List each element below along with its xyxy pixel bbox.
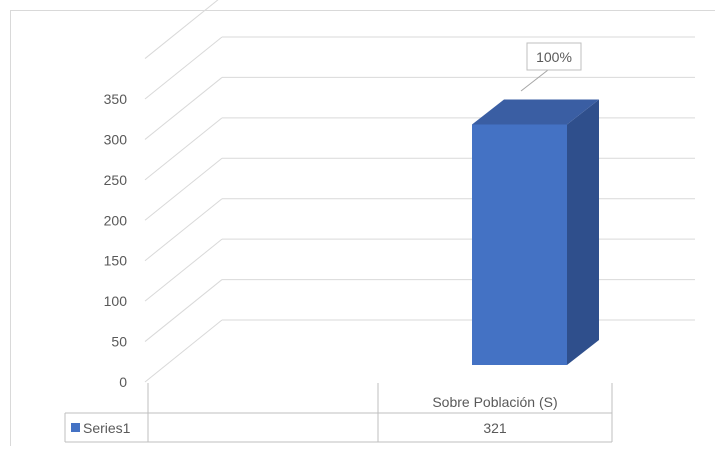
y-axis: 0 50 100 150 200 250 300 350 bbox=[104, 91, 128, 390]
data-label-leader bbox=[520, 69, 549, 92]
y-tick-label: 200 bbox=[104, 212, 128, 228]
data-label-box bbox=[526, 42, 582, 71]
y-tick-label: 50 bbox=[111, 334, 127, 350]
gridline-side bbox=[144, 198, 223, 262]
table-value: 321 bbox=[483, 420, 507, 436]
data-labels: 100% bbox=[520, 42, 582, 92]
y-tick-label: 0 bbox=[119, 374, 127, 390]
gridline-side bbox=[144, 157, 223, 221]
legend-label: Series1 bbox=[83, 420, 131, 436]
y-tick-label: 350 bbox=[104, 91, 128, 107]
bars bbox=[472, 99, 599, 365]
legend-swatch bbox=[71, 423, 80, 432]
data-table: Sobre Población (S) 321 Series1 bbox=[64, 383, 613, 443]
gridline-side bbox=[144, 319, 223, 383]
gridline-side bbox=[144, 279, 223, 342]
chart-walls bbox=[144, 0, 695, 383]
gridline-side bbox=[144, 0, 219, 59]
gridline-side bbox=[144, 36, 223, 100]
bar-side bbox=[567, 99, 599, 365]
y-tick-label: 250 bbox=[104, 172, 128, 188]
y-tick-label: 300 bbox=[104, 131, 128, 147]
y-tick-label: 100 bbox=[104, 293, 128, 309]
bar-top bbox=[472, 99, 599, 125]
gridline-side bbox=[144, 77, 223, 140]
x-tick-label: Sobre Población (S) bbox=[432, 394, 557, 410]
gridline-side bbox=[144, 117, 223, 181]
bar-front bbox=[472, 124, 567, 365]
gridline-side bbox=[144, 238, 223, 302]
data-label: 100% bbox=[536, 49, 572, 65]
chart-frame bbox=[10, 10, 715, 446]
y-tick-label: 150 bbox=[104, 253, 128, 269]
